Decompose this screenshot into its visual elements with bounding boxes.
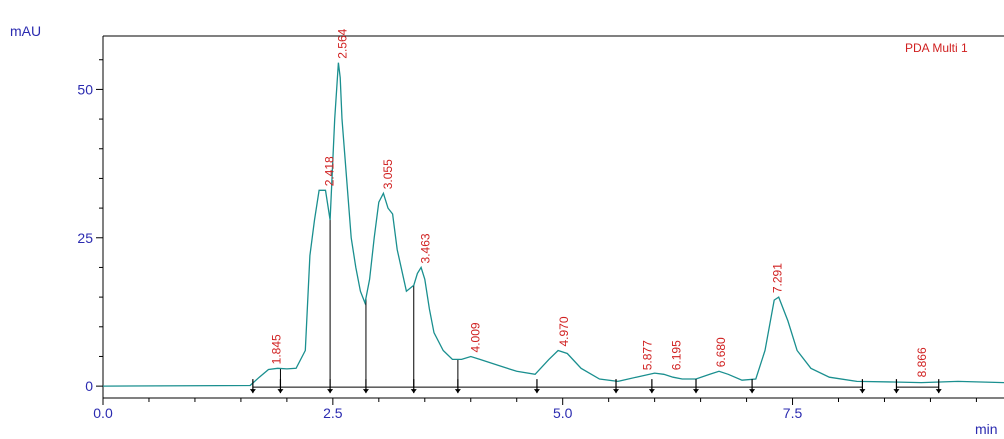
x-tick-label: 2.5 xyxy=(323,405,343,421)
integration-mark-arrow xyxy=(693,389,700,394)
y-tick-label: 50 xyxy=(77,81,93,97)
drop-lines xyxy=(279,219,459,388)
peak-label: 7.291 xyxy=(770,263,784,293)
peak-label: 2.564 xyxy=(336,28,350,58)
integration-mark-arrow xyxy=(277,389,284,394)
peak-label: 3.055 xyxy=(381,159,395,189)
integration-mark-arrow xyxy=(935,389,942,394)
y-tick-label: 25 xyxy=(77,230,93,246)
peak-label: 4.970 xyxy=(557,316,571,346)
peak-label: 4.009 xyxy=(469,322,483,352)
peak-label: 6.195 xyxy=(670,340,684,370)
peak-label: 1.845 xyxy=(270,334,284,364)
peak-labels: 1.845 2.418 2.564 3.055 3.463 4.009 4.970 5.877… xyxy=(270,28,930,377)
integration-mark-arrow xyxy=(410,389,417,394)
plot-frame xyxy=(102,35,1004,399)
axis-ticks: 0.0 2.5 5.0 7.5 0 25 50 xyxy=(77,59,977,421)
peak-label: 6.680 xyxy=(714,337,728,367)
integration-mark-arrow xyxy=(859,389,866,394)
integration-mark-arrow xyxy=(648,389,655,394)
peak-label: 2.418 xyxy=(322,156,336,186)
peak-label: 5.877 xyxy=(640,340,654,370)
integration-mark-arrow xyxy=(749,389,756,394)
integration-mark-arrow xyxy=(454,389,461,394)
detector-label: PDA Multi 1 xyxy=(905,41,968,55)
integration-mark-arrow xyxy=(613,389,620,394)
integration-mark-arrow xyxy=(327,389,334,394)
x-tick-label: 0.0 xyxy=(93,405,113,421)
x-axis-label: min xyxy=(975,421,998,437)
y-tick-label: 0 xyxy=(85,378,93,394)
peak-label: 3.463 xyxy=(418,233,432,263)
chromatogram-trace xyxy=(102,62,1004,387)
integration-mark-arrow xyxy=(893,389,900,394)
integration-marks xyxy=(249,379,942,394)
integration-mark-arrow xyxy=(533,389,540,394)
peak-label: 8.866 xyxy=(915,347,929,377)
x-tick-label: 5.0 xyxy=(553,405,573,421)
x-tick-label: 7.5 xyxy=(783,405,803,421)
integration-mark-arrow xyxy=(362,389,369,394)
integration-mark-arrow xyxy=(249,389,256,394)
y-axis-label: mAU xyxy=(10,23,41,39)
